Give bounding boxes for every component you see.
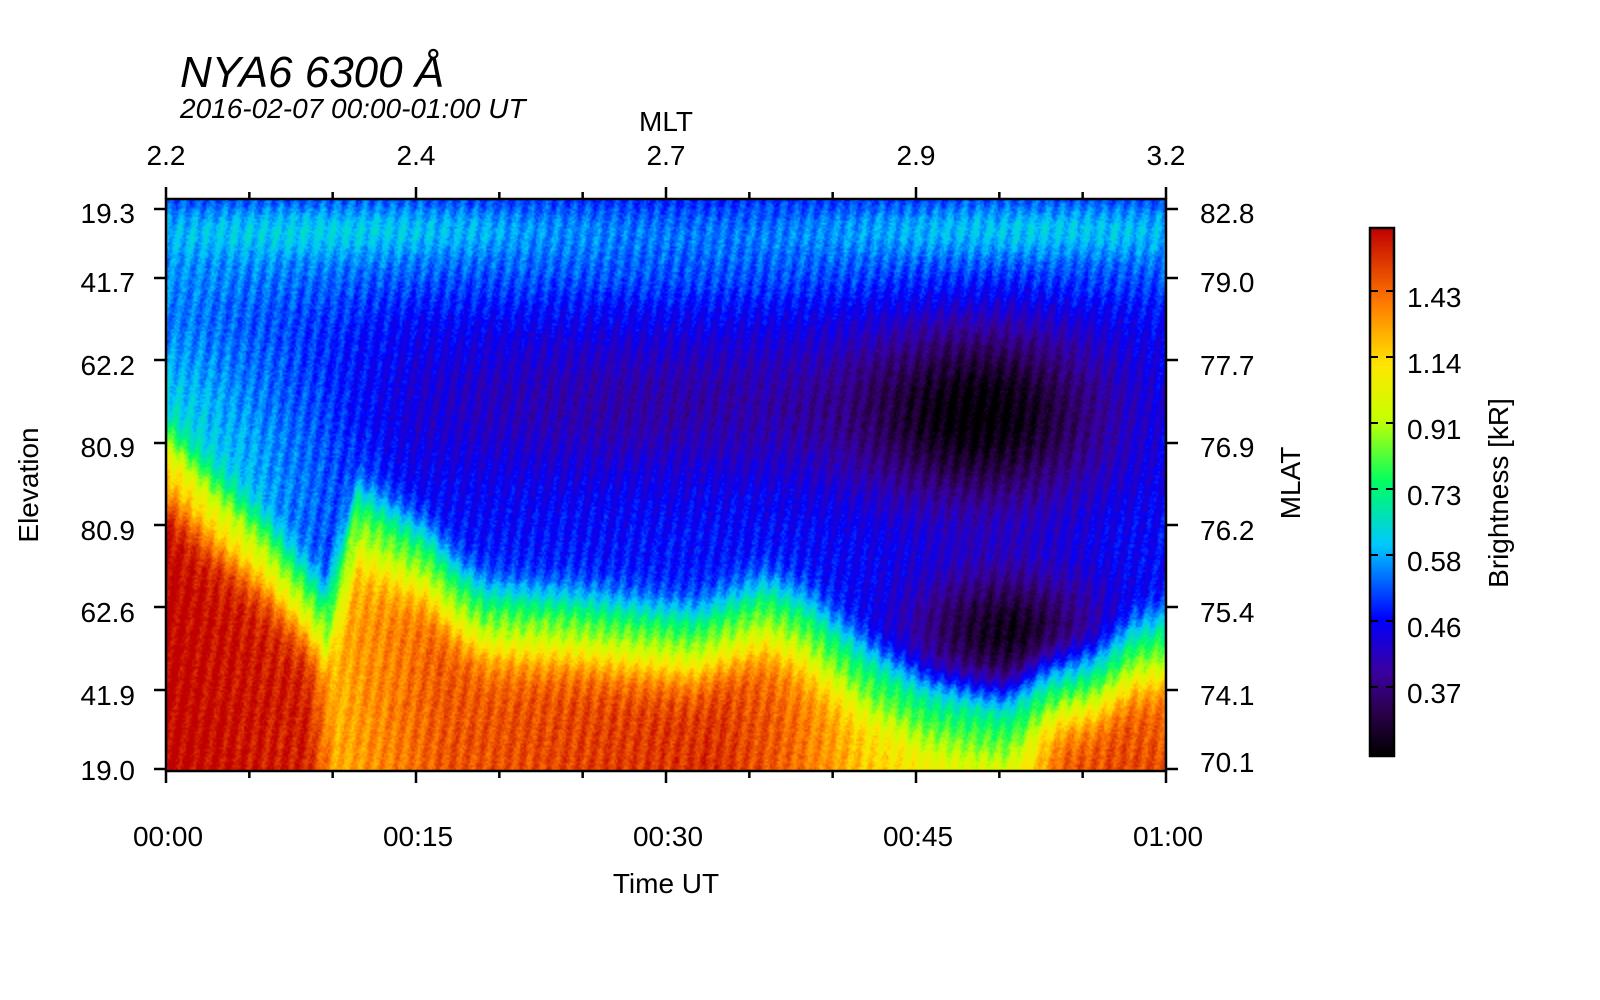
left-tick-label: 62.6 — [81, 597, 136, 628]
colorbar-gradient — [1368, 226, 1396, 758]
left-tick-label: 19.3 — [81, 198, 136, 229]
colorbar-tick-label: 0.46 — [1407, 612, 1462, 643]
left-tick-label: 62.2 — [81, 350, 136, 381]
colorbar-ticks — [1370, 290, 1394, 688]
top-axis-title: MLT — [639, 106, 693, 137]
colorbar-tick-label: 1.43 — [1407, 282, 1462, 313]
x-tick-label: 00:00 — [133, 821, 203, 852]
colorbar-tick-label: 0.91 — [1407, 414, 1462, 445]
x-axis-title: Time UT — [613, 868, 719, 899]
x-tick-label: 01:00 — [1133, 821, 1203, 852]
right-tick-label: 75.4 — [1200, 597, 1255, 628]
left-tick-label: 80.9 — [81, 432, 136, 463]
top-tick-labels: 2.2 2.4 2.7 2.9 3.2 — [147, 140, 1186, 171]
x-tick-label: 00:15 — [383, 821, 453, 852]
heatmap-area — [166, 199, 1166, 771]
left-tick-label: 19.0 — [81, 755, 136, 786]
chart-subtitle: 2016-02-07 00:00-01:00 UT — [179, 93, 527, 124]
colorbar-tick-label: 0.73 — [1407, 480, 1462, 511]
top-tick-label: 2.9 — [897, 140, 936, 171]
left-tick-label: 80.9 — [81, 515, 136, 546]
x-tick-labels: 00:00 00:15 00:30 00:45 01:00 — [133, 821, 1203, 852]
right-tick-label: 77.7 — [1200, 350, 1255, 381]
left-tick-label: 41.9 — [81, 680, 136, 711]
right-tick-label: 82.8 — [1200, 198, 1255, 229]
left-axis-title: Elevation — [13, 427, 44, 542]
colorbar-tick-label: 0.37 — [1407, 678, 1462, 709]
right-tick-label: 79.0 — [1200, 267, 1255, 298]
right-tick-label: 70.1 — [1200, 747, 1255, 778]
right-tick-label: 74.1 — [1200, 680, 1255, 711]
right-tick-label: 76.2 — [1200, 515, 1255, 546]
x-tick-label: 00:30 — [633, 821, 703, 852]
left-tick-labels: 19.3 41.7 62.2 80.9 80.9 62.6 41.9 19.0 — [81, 198, 136, 786]
right-axis-title: MLAT — [1275, 447, 1306, 520]
colorbar-tick-label: 0.58 — [1407, 546, 1462, 577]
colorbar-tick-labels: 1.43 1.14 0.91 0.73 0.58 0.46 0.37 — [1407, 282, 1462, 709]
axis-ticks — [154, 187, 1178, 783]
keogram-heatmap — [166, 199, 1166, 771]
colorbar: 1.43 1.14 0.91 0.73 0.58 0.46 0.37 Brigh… — [1368, 226, 1514, 758]
right-tick-labels: 82.8 79.0 77.7 76.9 76.2 75.4 74.1 70.1 — [1200, 198, 1255, 778]
top-tick-label: 2.4 — [397, 140, 436, 171]
top-tick-label: 3.2 — [1147, 140, 1186, 171]
right-tick-label: 76.9 — [1200, 432, 1255, 463]
left-tick-label: 41.7 — [81, 267, 136, 298]
colorbar-title: Brightness [kR] — [1483, 398, 1514, 588]
chart-title: NYA6 6300 Å — [180, 48, 444, 97]
top-tick-label: 2.2 — [147, 140, 186, 171]
colorbar-tick-label: 1.14 — [1407, 348, 1462, 379]
top-tick-label: 2.7 — [647, 140, 686, 171]
x-tick-label: 00:45 — [883, 821, 953, 852]
